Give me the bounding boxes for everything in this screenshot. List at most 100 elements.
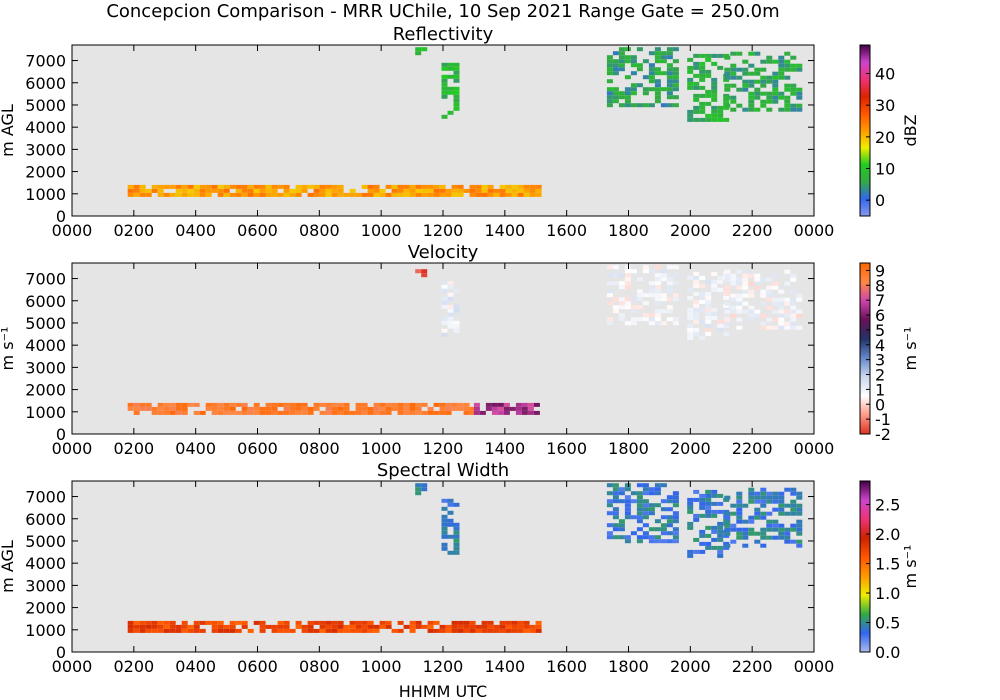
- data-cell: [648, 321, 655, 326]
- data-cell: [441, 114, 448, 119]
- data-cell: [687, 315, 694, 320]
- data-cell: [717, 319, 724, 324]
- data-cell: [784, 503, 791, 508]
- data-cell: [331, 628, 338, 633]
- data-cell: [439, 406, 446, 411]
- data-cell: [145, 406, 152, 411]
- data-cell: [766, 317, 773, 322]
- data-cell: [612, 495, 619, 500]
- data-cell: [666, 83, 673, 88]
- data-cell: [705, 279, 712, 284]
- data-cell: [453, 328, 460, 333]
- data-cell: [642, 523, 649, 528]
- data-cell: [666, 47, 673, 52]
- data-cell: [724, 269, 731, 274]
- data-cell: [223, 406, 230, 411]
- data-cell: [693, 331, 700, 336]
- data-cell: [355, 192, 362, 197]
- data-cell: [624, 535, 631, 540]
- data-cell: [355, 624, 362, 629]
- data-cell: [687, 323, 694, 328]
- data-cell: [447, 66, 454, 71]
- data-cell: [606, 55, 613, 60]
- data-cell: [319, 620, 326, 625]
- data-cell: [487, 188, 494, 193]
- data-cell: [730, 281, 737, 286]
- data-cell: [699, 275, 706, 280]
- data-cell: [612, 523, 619, 528]
- data-cell: [654, 87, 661, 92]
- data-cell: [796, 527, 803, 532]
- data-cell: [693, 303, 700, 308]
- data-cell: [724, 495, 731, 500]
- data-cell: [654, 293, 661, 298]
- data-cell: [241, 192, 248, 197]
- x-tick-label: 1800: [608, 439, 649, 458]
- data-cell: [760, 515, 767, 520]
- data-cell: [624, 511, 631, 516]
- data-cell: [157, 628, 164, 633]
- data-cell: [289, 402, 296, 407]
- data-region: [415, 269, 428, 278]
- data-cell: [654, 277, 661, 282]
- data-cell: [606, 103, 613, 108]
- data-cell: [193, 184, 200, 189]
- data-cell: [133, 402, 140, 407]
- data-cell: [784, 527, 791, 532]
- data-cell: [337, 192, 344, 197]
- data-cell: [403, 402, 410, 407]
- data-cell: [648, 103, 655, 108]
- data-cell: [705, 311, 712, 316]
- data-cell: [265, 624, 272, 629]
- data-cell: [723, 331, 730, 336]
- data-cell: [723, 545, 730, 550]
- data-cell: [301, 184, 308, 189]
- x-tick-label: 0400: [175, 221, 216, 240]
- data-cell: [736, 531, 743, 536]
- data-cell: [666, 63, 673, 68]
- data-cell: [453, 534, 460, 539]
- data-cell: [447, 110, 454, 115]
- data-cell: [784, 269, 791, 274]
- data-cell: [672, 87, 679, 92]
- data-layer: [127, 483, 803, 633]
- data-cell: [253, 184, 260, 189]
- data-cell: [509, 406, 516, 411]
- data-cell: [711, 61, 718, 66]
- data-cell: [451, 624, 458, 629]
- data-cell: [754, 531, 761, 536]
- data-cell: [624, 47, 631, 52]
- data-region: [441, 62, 460, 119]
- data-cell: [766, 277, 773, 282]
- x-tick-label: 0000: [52, 657, 93, 676]
- data-cell: [717, 279, 724, 284]
- data-cell: [624, 277, 631, 282]
- data-cell: [742, 527, 749, 532]
- data-cell: [612, 63, 619, 68]
- data-cell: [760, 289, 767, 294]
- data-cell: [724, 75, 731, 80]
- data-cell: [772, 99, 779, 104]
- data-cell: [772, 519, 779, 524]
- colorbar-tick-label: 30: [875, 96, 895, 115]
- data-cell: [687, 509, 694, 514]
- data-cell: [778, 313, 785, 318]
- data-cell: [630, 309, 637, 314]
- data-cell: [453, 70, 460, 75]
- data-cell: [796, 531, 803, 536]
- data-cell: [325, 410, 332, 415]
- x-tick-label: 1600: [546, 657, 587, 676]
- data-cell: [624, 301, 631, 306]
- data-cell: [630, 321, 637, 326]
- colorbar-label: dBZ: [901, 114, 920, 146]
- data-cell: [457, 184, 464, 189]
- data-cell: [760, 511, 767, 516]
- data-cell: [778, 67, 785, 72]
- data-cell: [736, 301, 743, 306]
- data-cell: [499, 628, 506, 633]
- data-cell: [742, 543, 749, 548]
- data-cell: [711, 311, 718, 316]
- data-cell: [754, 277, 761, 282]
- data-cell: [618, 527, 625, 532]
- data-cell: [790, 313, 797, 318]
